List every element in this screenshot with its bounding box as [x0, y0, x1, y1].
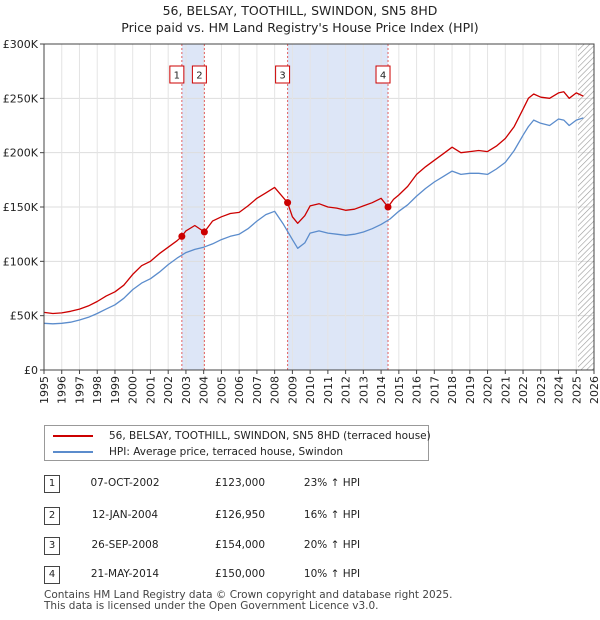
- transaction-date: 12-JAN-2004: [91, 509, 159, 521]
- x-tick-label: 1995: [38, 376, 51, 404]
- transaction-box: [169, 65, 185, 84]
- legend: 56, BELSAY, TOOTHILL, SWINDON, SN5 8HD (…: [44, 425, 431, 461]
- x-tick-label: 2013: [357, 376, 370, 404]
- transaction-date: 26-SEP-2008: [91, 539, 159, 551]
- y-tick-label: £50K: [10, 310, 39, 323]
- transaction-price: £123,000: [214, 477, 266, 489]
- x-tick-label: 2007: [251, 376, 264, 404]
- x-tick-label: 2016: [411, 376, 424, 404]
- chart-title: 56, BELSAY, TOOTHILL, SWINDON, SN5 8HD: [162, 3, 438, 18]
- transaction-box-label: 4: [380, 71, 386, 82]
- transaction-date: 21-MAY-2014: [90, 568, 160, 580]
- legend-swatch-property: [53, 435, 93, 437]
- y-tick-label: £100K: [3, 255, 39, 268]
- transaction-number: 4: [44, 566, 60, 584]
- transaction-price: £154,000: [214, 539, 266, 551]
- y-tick-label: £150K: [3, 201, 39, 214]
- transaction-points: [178, 199, 392, 240]
- transaction-labels: 1 2 3 4: [169, 65, 391, 84]
- hpi-line: [43, 117, 584, 325]
- x-tick-label: 2000: [127, 376, 140, 404]
- projection-area: [578, 44, 594, 370]
- transaction-point: [178, 232, 186, 240]
- legend-swatch-hpi: [53, 451, 93, 453]
- transaction-number: 1: [44, 475, 60, 493]
- x-tick-label: 2011: [322, 376, 335, 404]
- x-tick-label: 2012: [340, 376, 353, 404]
- transaction-number: 2: [44, 507, 60, 525]
- y-tick-label: £250K: [3, 92, 39, 105]
- transaction-point: [284, 199, 292, 207]
- legend-label-property: 56, BELSAY, TOOTHILL, SWINDON, SN5 8HD (…: [109, 430, 431, 442]
- transaction-box: [275, 65, 291, 84]
- table-row: 4 21-MAY-2014 £150,000 10% ↑ HPI: [0, 566, 600, 584]
- x-tick-label: 2004: [198, 376, 211, 404]
- x-tick-label: 2009: [286, 376, 299, 404]
- x-tick-label: 2026: [588, 376, 600, 404]
- transaction-point: [200, 228, 208, 236]
- transaction-hpi: 23% ↑ HPI: [303, 477, 361, 489]
- table-row: 2 12-JAN-2004 £126,950 16% ↑ HPI: [0, 507, 600, 525]
- footer-licence: This data is licensed under the Open Gov…: [44, 600, 379, 612]
- x-tick-label: 2024: [553, 376, 566, 404]
- transaction-date: 07-OCT-2002: [90, 477, 160, 489]
- transaction-box: [191, 65, 207, 84]
- transaction-box: [375, 65, 391, 84]
- x-tick-label: 2021: [499, 376, 512, 404]
- x-tick-label: 2008: [269, 376, 282, 404]
- chart-subtitle: Price paid vs. HM Land Registry's House …: [121, 20, 479, 35]
- x-tick-label: 2025: [570, 376, 583, 404]
- transaction-box-label: 3: [279, 71, 285, 82]
- transaction-point: [384, 203, 392, 211]
- table-row: 1 07-OCT-2002 £123,000 23% ↑ HPI: [0, 475, 600, 493]
- x-tick-label: 2010: [304, 376, 317, 404]
- x-axis-ticks: 1995 1996 1997 1998 1999 2000 2001 2002 2003 2004…: [38, 370, 600, 404]
- transaction-price: £126,950: [214, 509, 266, 521]
- x-tick-label: 1999: [109, 376, 122, 404]
- x-tick-label: 2014: [375, 376, 388, 404]
- chart-title-block: 56, BELSAY, TOOTHILL, SWINDON, SN5 8HD P…: [0, 2, 600, 36]
- x-tick-label: 1998: [91, 376, 104, 404]
- y-tick-label: £300K: [3, 38, 39, 51]
- transaction-number: 3: [44, 537, 60, 555]
- x-tick-label: 2017: [428, 376, 441, 404]
- x-tick-label: 2002: [162, 376, 175, 404]
- transaction-box-label: 1: [174, 71, 180, 82]
- table-row: 3 26-SEP-2008 £154,000 20% ↑ HPI: [0, 537, 600, 555]
- transaction-price: £150,000: [214, 568, 266, 580]
- x-tick-label: 1997: [73, 376, 86, 404]
- x-tick-label: 2005: [215, 376, 228, 404]
- series-lines: [43, 91, 584, 325]
- x-tick-label: 2022: [517, 376, 530, 404]
- x-tick-label: 2020: [482, 376, 495, 404]
- legend-label-hpi: HPI: Average price, terraced house, Swin…: [109, 446, 344, 458]
- projection-hatch: [578, 44, 594, 370]
- x-tick-label: 2001: [144, 376, 157, 404]
- property-price-line: [43, 91, 584, 315]
- y-axis-ticks: £0 £50K £100K £150K £200K £250K £300K: [3, 38, 44, 377]
- transaction-hpi: 10% ↑ HPI: [303, 568, 361, 580]
- y-tick-label: £0: [24, 364, 38, 377]
- x-tick-label: 2018: [446, 376, 459, 404]
- transaction-hpi: 16% ↑ HPI: [303, 509, 361, 521]
- x-tick-label: 2019: [464, 376, 477, 404]
- transaction-hpi: 20% ↑ HPI: [303, 539, 361, 551]
- price-chart: 1 2 3 4 £0 £50K £100K £150K £200K £250K £300K 199…: [3, 38, 600, 404]
- transaction-box-label: 2: [196, 71, 202, 82]
- footer: Contains HM Land Registry data © Crown c…: [44, 590, 452, 612]
- x-tick-label: 2015: [393, 376, 406, 404]
- x-tick-label: 2003: [180, 376, 193, 404]
- y-tick-label: £200K: [3, 147, 39, 160]
- x-tick-label: 2006: [233, 376, 246, 404]
- footer-copyright: Contains HM Land Registry data © Crown c…: [44, 589, 453, 601]
- x-tick-label: 1996: [56, 376, 69, 404]
- x-tick-label: 2023: [535, 376, 548, 404]
